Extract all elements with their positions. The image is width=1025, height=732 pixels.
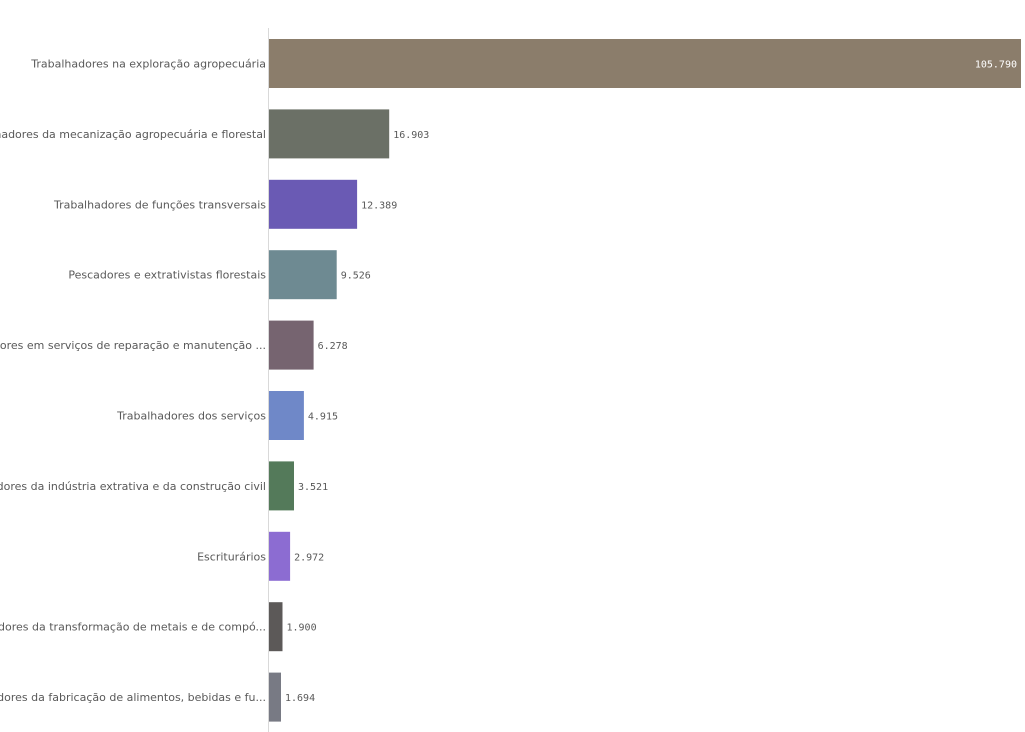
bar-3[interactable]	[269, 179, 358, 229]
category-label-8: Escriturários	[197, 550, 266, 563]
category-label-5: Trabalhadores em serviços de reparação e…	[0, 339, 266, 352]
category-label-6: Trabalhadores dos serviços	[116, 410, 266, 423]
category-label-1: Trabalhadores na exploração agropecuária	[30, 58, 266, 71]
value-label-9: 1.900	[287, 623, 317, 634]
bar-1[interactable]	[269, 39, 1021, 88]
category-label-4: Pescadores e extrativistas florestais	[68, 269, 266, 282]
category-label-10: Trabalhadores da fabricação de alimentos…	[0, 691, 266, 704]
bar-9[interactable]	[269, 602, 283, 652]
bar-6[interactable]	[269, 391, 304, 440]
category-label-3: Trabalhadores de funções transversais	[53, 198, 266, 211]
category-label-9: Trabalhadores da transformação de metais…	[0, 621, 266, 634]
category-labels-group: Trabalhadores na exploração agropecuária…	[0, 58, 266, 705]
bar-8[interactable]	[269, 531, 291, 581]
bars-group	[269, 39, 1021, 722]
value-labels-group: 105.790 16.903 12.389 9.526 6.278 4.915 3.521 2…	[285, 60, 1017, 705]
value-label-7: 3.521	[298, 482, 328, 493]
value-label-5: 6.278	[318, 341, 348, 352]
bar-7[interactable]	[269, 461, 294, 511]
bar-4[interactable]	[269, 250, 337, 300]
value-label-4: 9.526	[341, 271, 371, 282]
value-label-8: 2.972	[294, 552, 324, 563]
bar-2[interactable]	[269, 109, 390, 159]
category-label-7: Trabalhadores da indústria extrativa e d…	[0, 480, 266, 493]
value-label-2: 16.903	[393, 130, 429, 141]
bar-10[interactable]	[269, 672, 281, 722]
value-label-10: 1.694	[285, 693, 315, 704]
value-label-3: 12.389	[361, 200, 397, 211]
category-label-2: Trabalhadores da mecanização agropecuári…	[0, 128, 266, 141]
value-label-6: 4.915	[308, 412, 338, 423]
value-label-1: 105.790	[975, 60, 1017, 71]
bar-5[interactable]	[269, 320, 314, 370]
